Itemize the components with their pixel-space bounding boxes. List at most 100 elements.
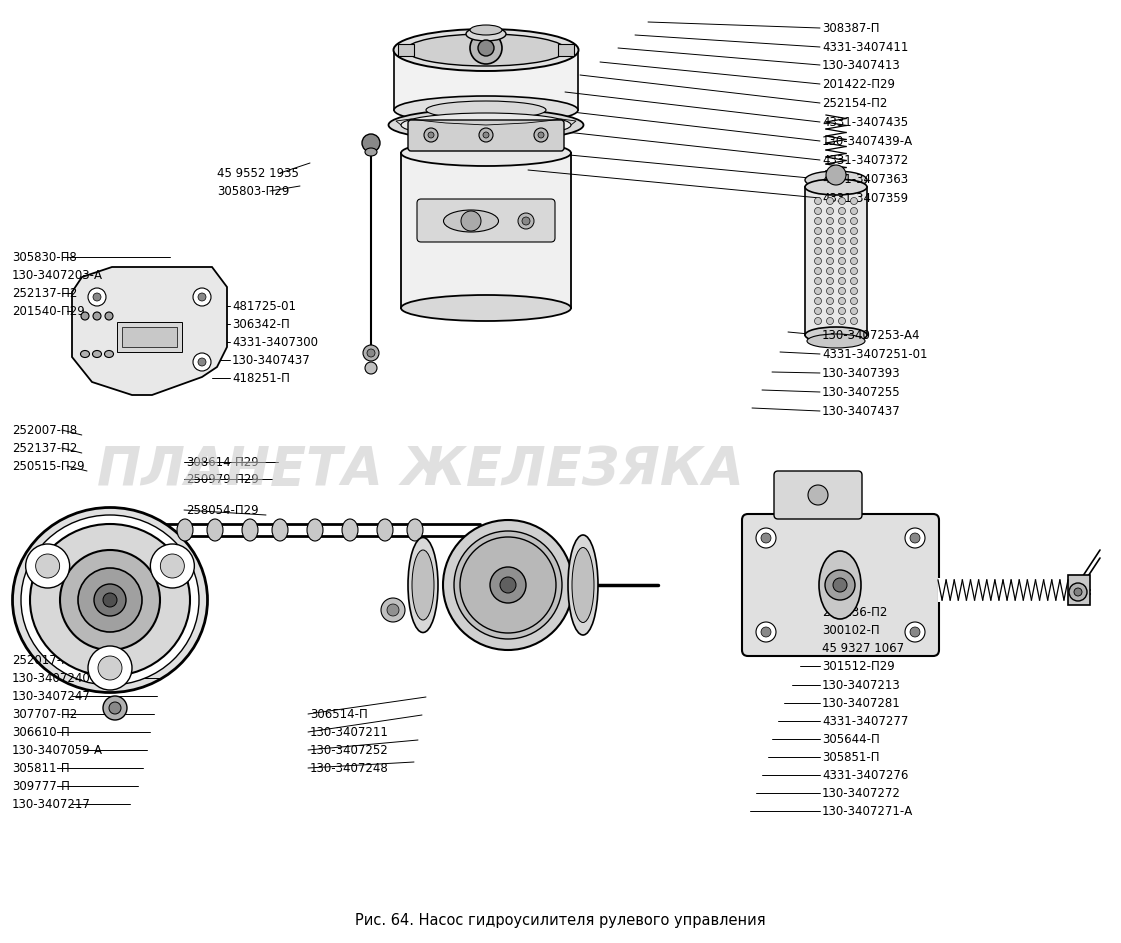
Circle shape bbox=[89, 288, 106, 306]
Text: 306342-П: 306342-П bbox=[232, 318, 289, 330]
Circle shape bbox=[839, 238, 845, 244]
Circle shape bbox=[460, 537, 556, 633]
Text: 301512-П29: 301512-П29 bbox=[822, 659, 895, 672]
Ellipse shape bbox=[408, 538, 438, 633]
Text: 252154-П2: 252154-П2 bbox=[822, 96, 888, 109]
Text: 4331-3407300: 4331-3407300 bbox=[232, 336, 318, 349]
Circle shape bbox=[193, 288, 211, 306]
Circle shape bbox=[851, 268, 858, 274]
Circle shape bbox=[36, 554, 59, 578]
Ellipse shape bbox=[12, 507, 207, 692]
Text: 130-3407059-А: 130-3407059-А bbox=[12, 743, 103, 756]
Circle shape bbox=[815, 268, 822, 274]
Text: 130-3407247: 130-3407247 bbox=[12, 689, 91, 703]
Circle shape bbox=[851, 318, 858, 324]
Text: 130-3407203-А: 130-3407203-А bbox=[12, 269, 103, 282]
Circle shape bbox=[193, 353, 211, 371]
Circle shape bbox=[26, 544, 70, 588]
Circle shape bbox=[833, 578, 847, 592]
Text: 252017-П29: 252017-П29 bbox=[12, 653, 85, 667]
Circle shape bbox=[826, 307, 834, 315]
Circle shape bbox=[851, 218, 858, 224]
Ellipse shape bbox=[401, 140, 571, 166]
Circle shape bbox=[815, 288, 822, 294]
Circle shape bbox=[826, 277, 834, 285]
Text: 308387-П: 308387-П bbox=[822, 22, 880, 35]
Circle shape bbox=[365, 362, 377, 374]
Circle shape bbox=[94, 584, 126, 616]
Text: 252137-П2: 252137-П2 bbox=[12, 287, 77, 300]
Ellipse shape bbox=[443, 520, 573, 650]
Circle shape bbox=[826, 197, 834, 205]
FancyBboxPatch shape bbox=[417, 199, 555, 242]
Circle shape bbox=[851, 307, 858, 315]
Circle shape bbox=[109, 702, 121, 714]
Circle shape bbox=[826, 238, 834, 244]
Ellipse shape bbox=[21, 515, 200, 685]
Ellipse shape bbox=[568, 535, 597, 635]
Circle shape bbox=[381, 598, 405, 622]
Text: 130-3407281: 130-3407281 bbox=[822, 697, 901, 709]
Circle shape bbox=[851, 207, 858, 214]
Bar bbox=[122, 327, 177, 347]
Ellipse shape bbox=[342, 519, 358, 541]
Ellipse shape bbox=[93, 312, 101, 320]
Circle shape bbox=[851, 247, 858, 255]
Circle shape bbox=[61, 550, 160, 650]
Ellipse shape bbox=[401, 113, 571, 137]
Text: 250515-П29: 250515-П29 bbox=[12, 459, 84, 472]
Text: 4331-3407359: 4331-3407359 bbox=[822, 191, 908, 205]
Text: 130-3407213: 130-3407213 bbox=[822, 679, 901, 691]
Text: 305851-П: 305851-П bbox=[822, 751, 880, 764]
Text: 306610-П: 306610-П bbox=[12, 725, 70, 738]
Circle shape bbox=[461, 211, 481, 231]
Circle shape bbox=[839, 297, 845, 305]
Ellipse shape bbox=[413, 550, 434, 620]
Circle shape bbox=[839, 257, 845, 264]
Ellipse shape bbox=[426, 101, 546, 119]
Bar bbox=[1068, 575, 1090, 605]
Text: 130-3407439-А: 130-3407439-А bbox=[822, 135, 914, 147]
Text: 309777-П: 309777-П bbox=[12, 780, 70, 792]
Text: 252007-П8: 252007-П8 bbox=[12, 423, 77, 437]
Text: 130-3407240-А2: 130-3407240-А2 bbox=[12, 671, 111, 685]
Ellipse shape bbox=[819, 551, 861, 619]
Circle shape bbox=[839, 307, 845, 315]
Text: 250979-П29: 250979-П29 bbox=[186, 472, 259, 486]
Ellipse shape bbox=[805, 171, 867, 189]
Circle shape bbox=[839, 318, 845, 324]
Text: 305830-П8: 305830-П8 bbox=[12, 251, 76, 263]
Circle shape bbox=[362, 134, 380, 152]
Ellipse shape bbox=[104, 351, 113, 357]
Circle shape bbox=[815, 218, 822, 224]
Circle shape bbox=[839, 268, 845, 274]
Text: 130-3407437: 130-3407437 bbox=[822, 405, 901, 418]
Circle shape bbox=[815, 238, 822, 244]
Text: 307707-П2: 307707-П2 bbox=[12, 707, 77, 720]
FancyBboxPatch shape bbox=[408, 120, 564, 151]
Circle shape bbox=[522, 217, 530, 225]
Ellipse shape bbox=[572, 548, 594, 622]
Ellipse shape bbox=[407, 519, 423, 541]
Circle shape bbox=[826, 227, 834, 235]
Circle shape bbox=[808, 485, 828, 505]
Text: 300102-П: 300102-П bbox=[822, 623, 880, 637]
Circle shape bbox=[826, 318, 834, 324]
Text: Рис. 64. Насос гидроусилителя рулевого управления: Рис. 64. Насос гидроусилителя рулевого у… bbox=[354, 913, 766, 928]
Circle shape bbox=[815, 207, 822, 214]
Text: 130-3407252: 130-3407252 bbox=[311, 743, 389, 756]
Circle shape bbox=[826, 257, 834, 264]
Circle shape bbox=[761, 533, 771, 543]
Circle shape bbox=[815, 197, 822, 205]
Text: 4331-3407277: 4331-3407277 bbox=[822, 715, 908, 727]
Circle shape bbox=[478, 40, 494, 56]
Circle shape bbox=[825, 570, 855, 600]
Text: 305803-П29: 305803-П29 bbox=[217, 185, 289, 197]
Circle shape bbox=[839, 247, 845, 255]
Circle shape bbox=[367, 349, 376, 357]
Text: ПЛАНЕТА ЖЕЛЕЗЯКА: ПЛАНЕТА ЖЕЛЕЗЯКА bbox=[96, 444, 743, 496]
Circle shape bbox=[103, 696, 127, 720]
Text: 481725-01: 481725-01 bbox=[232, 300, 296, 312]
Ellipse shape bbox=[807, 334, 865, 348]
Circle shape bbox=[815, 247, 822, 255]
